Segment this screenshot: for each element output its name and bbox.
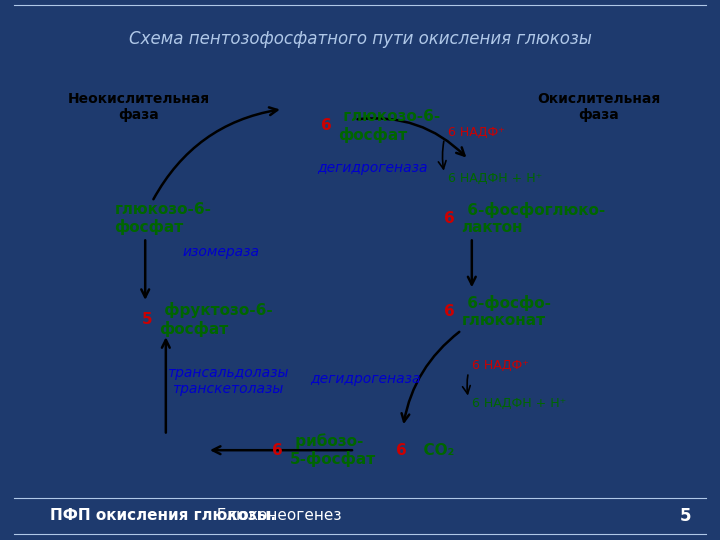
Text: 5: 5 <box>680 507 691 525</box>
Text: дегидрогеназа: дегидрогеназа <box>317 161 428 175</box>
Text: 6: 6 <box>320 118 331 133</box>
Text: 6 НАДФН + Н⁺: 6 НАДФН + Н⁺ <box>448 172 542 185</box>
Text: 6 НАДФН + Н⁺: 6 НАДФН + Н⁺ <box>472 397 566 410</box>
Text: Неокислительная
фаза: Неокислительная фаза <box>67 92 210 123</box>
Text: 6 НАДФ⁺: 6 НАДФ⁺ <box>472 360 528 373</box>
Text: CO₂: CO₂ <box>413 443 454 458</box>
Text: Схема пентозофосфатного пути окисления глюкозы: Схема пентозофосфатного пути окисления г… <box>129 30 591 48</box>
Text: изомераза: изомераза <box>182 245 259 259</box>
Text: 6-фосфоглюко-
лактон: 6-фосфоглюко- лактон <box>462 202 605 235</box>
Text: трансальдолазы
транскетолазы: трансальдолазы транскетолазы <box>167 366 289 396</box>
Text: фруктозо-6-
фосфат: фруктозо-6- фосфат <box>159 302 273 337</box>
Text: дегидрогеназа: дегидрогеназа <box>310 372 420 386</box>
Text: 6: 6 <box>444 211 455 226</box>
Text: 5: 5 <box>142 312 153 327</box>
Text: глюкозо-6-
фосфат: глюкозо-6- фосфат <box>114 202 211 235</box>
Text: ПФП окисления глюкозы.: ПФП окисления глюкозы. <box>50 508 276 523</box>
Text: Глюконеогенез: Глюконеогенез <box>212 508 342 523</box>
Text: Окислительная
фаза: Окислительная фаза <box>537 92 661 123</box>
Text: 6: 6 <box>396 443 407 458</box>
Text: 6-фосфо-
глюконат: 6-фосфо- глюконат <box>462 294 551 328</box>
Text: рибозо-
5-фосфат: рибозо- 5-фосфат <box>289 433 376 467</box>
Text: 6: 6 <box>444 303 455 319</box>
Text: 6 НАДФ⁺: 6 НАДФ⁺ <box>448 126 505 139</box>
Text: 6: 6 <box>272 443 283 458</box>
Text: глюкозо-6-
фосфат: глюкозо-6- фосфат <box>338 109 440 143</box>
